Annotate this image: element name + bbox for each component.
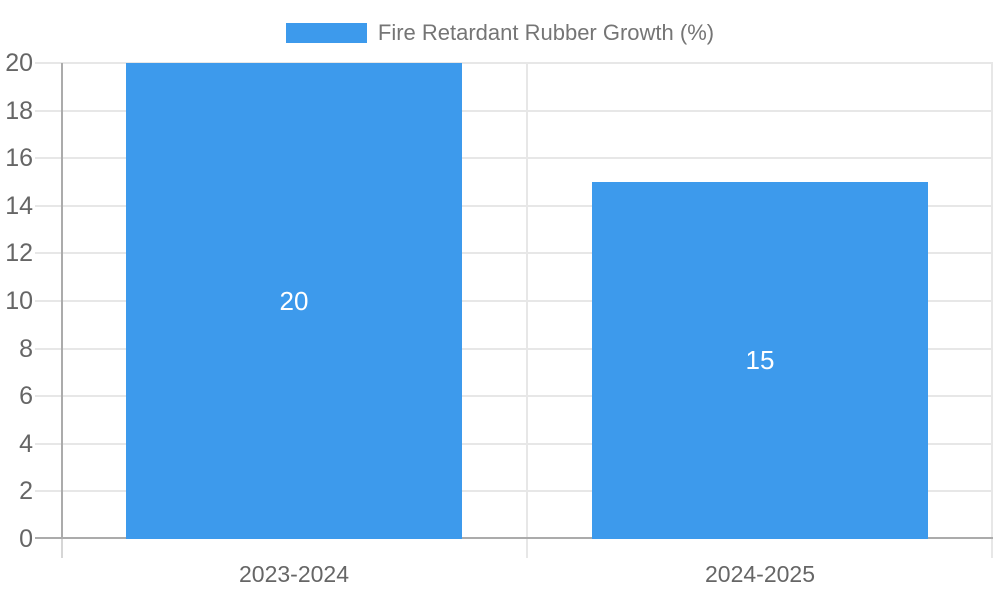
- y-axis-line: [61, 63, 63, 539]
- y-axis-label: 10: [5, 287, 33, 315]
- gridline: [35, 204, 993, 207]
- chart-legend[interactable]: Fire Retardant Rubber Growth (%): [0, 20, 1000, 46]
- y-axis-label: 16: [5, 144, 33, 173]
- category-separator-line: [526, 63, 528, 558]
- gridline: [35, 62, 993, 64]
- gridline: [35, 442, 993, 445]
- gridline: [35, 109, 993, 112]
- y-axis-label: 20: [5, 49, 33, 77]
- y-axis-label: 12: [5, 239, 33, 268]
- plot-area: 0 2 4 6 8 10 12 14 16 18 20 20 2023-2024 15 2024-2025: [5, 49, 993, 587]
- gridline: [35, 252, 993, 255]
- y-axis-bottom-tick: [61, 539, 63, 558]
- bar[interactable]: 15: [591, 182, 929, 539]
- y-axis-label: 8: [19, 334, 33, 363]
- legend-swatch: [285, 23, 367, 43]
- bar-value-label: 20: [279, 285, 309, 316]
- gridline: [35, 395, 993, 398]
- x-axis-label: 2023-2024: [239, 561, 349, 587]
- gridline: [35, 300, 993, 302]
- y-axis-label: 6: [19, 382, 33, 411]
- bar[interactable]: 20: [125, 63, 463, 539]
- y-axis-label: 0: [19, 525, 33, 553]
- y-axis-label: 18: [5, 96, 33, 125]
- x-axis-label: 2024-2025: [705, 561, 815, 587]
- legend-label: Fire Retardant Rubber Growth (%): [377, 20, 715, 45]
- gridline: [35, 490, 993, 493]
- y-axis-label: 14: [5, 191, 33, 220]
- y-axis-label: 4: [19, 429, 33, 458]
- bar-value-label: 15: [745, 345, 775, 375]
- plot-right-border: [991, 63, 993, 558]
- y-axis-label: 2: [19, 477, 33, 506]
- x-axis-line: [35, 537, 993, 539]
- gridline: [35, 347, 993, 350]
- gridline: [35, 157, 993, 160]
